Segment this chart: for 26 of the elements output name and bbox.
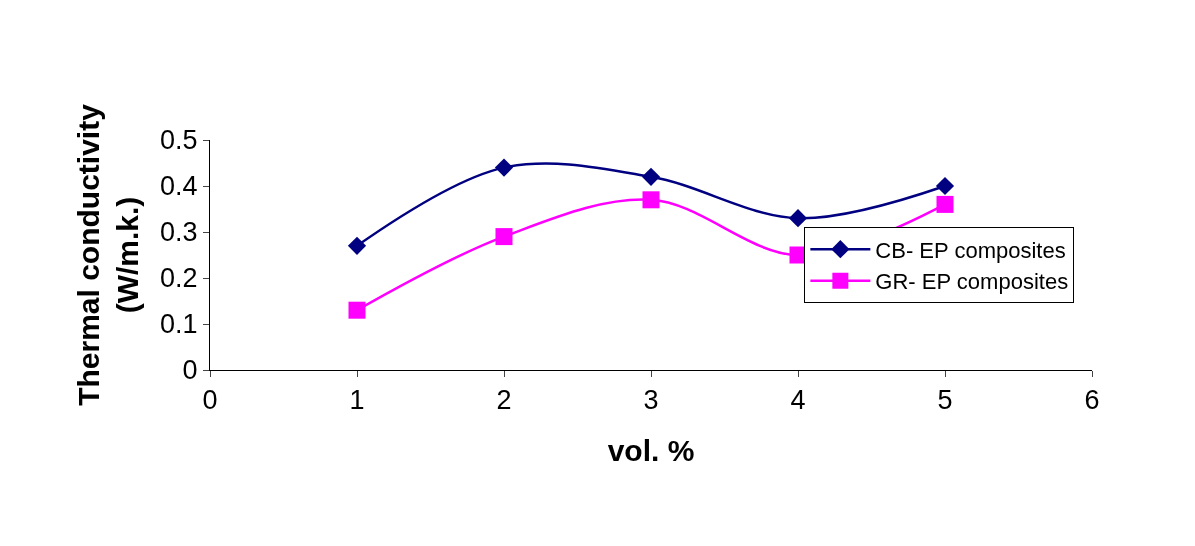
x-tick-label: 0 (202, 385, 218, 416)
y-tick-label: 0 (182, 355, 198, 386)
point (641, 167, 661, 186)
point (494, 158, 514, 177)
legend-label: CB- EP composites (875, 237, 1066, 263)
y-tick-label: 0.4 (160, 171, 198, 202)
x-tick-label: 3 (643, 385, 659, 416)
y-tick-label: 0.2 (160, 263, 198, 294)
point (935, 176, 955, 196)
point (495, 228, 513, 246)
x-tick-label: 1 (349, 385, 365, 416)
y-tick-label: 0.1 (160, 309, 198, 340)
x-tick-label: 2 (496, 385, 512, 416)
point (642, 191, 660, 209)
x-tick-label: 6 (1084, 385, 1100, 416)
y-tick-label: 0.3 (160, 217, 198, 248)
x-tick-label: 4 (790, 385, 806, 416)
x-axis-title: vol. % (607, 433, 695, 467)
legend-label: GR- EP composites (875, 269, 1069, 295)
y-axis-title: Thermal conductivity (W/m.k.) (72, 103, 145, 406)
point (348, 301, 366, 319)
point (788, 209, 808, 228)
point (936, 195, 954, 213)
y-tick-label: 0.5 (160, 125, 198, 156)
point (347, 236, 367, 255)
x-tick-label: 5 (937, 385, 953, 416)
